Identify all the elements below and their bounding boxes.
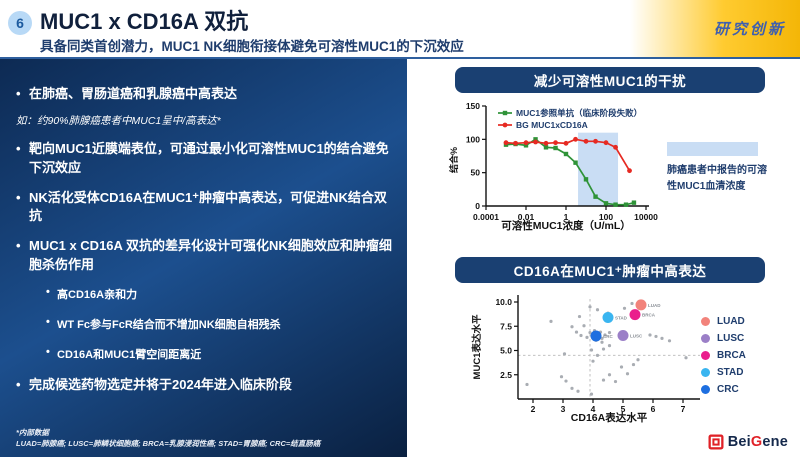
svg-text:BG MUC1xCD16A: BG MUC1xCD16A bbox=[516, 120, 588, 130]
legend-label: CRC bbox=[717, 384, 739, 395]
bullet-note: 如：约90%肺腺癌患者中MUC1呈中/高表达* bbox=[16, 114, 221, 127]
svg-text:50: 50 bbox=[471, 168, 481, 178]
soluble-muc1-line-chart: 0 50 100 150 0.0001 0.01 1 100 10000 MUC1参照单抗（临床阶… bbox=[448, 101, 658, 232]
bullet-item: CD16A和MUC1臂空间距离近 bbox=[46, 346, 395, 362]
legend-item: STAD bbox=[701, 367, 746, 378]
svg-text:0: 0 bbox=[475, 201, 480, 211]
svg-text:0.01: 0.01 bbox=[518, 212, 535, 222]
chart1-title: 减少可溶性MUC1的干扰 bbox=[533, 74, 687, 89]
beigene-wordmark: BeiGene bbox=[727, 434, 788, 450]
beigene-logo: BeiGene bbox=[708, 434, 788, 450]
page-subtitle: 具备同类首创潜力，MUC1 NK细胞衔接体避免可溶性MUC1的下沉效应 bbox=[40, 39, 464, 54]
bullet-item: 完成候选药物选定并将于2024年进入临床阶段 bbox=[16, 376, 395, 395]
shaded-region-note: 肺癌患者中报告的可溶性MUC1血清浓度 bbox=[667, 165, 767, 192]
svg-text:CRC: CRC bbox=[603, 334, 613, 339]
scatter-legend: LUAD LUSC BRCA STAD CRC bbox=[701, 316, 746, 395]
chart2-header-bar: CD16A在MUC1⁺肿瘤中高表达 bbox=[455, 257, 765, 283]
slide-number-badge: 6 bbox=[8, 11, 32, 35]
legend-dot bbox=[701, 351, 710, 360]
cd16a-muc1-scatter-chart: 2.5 5.0 7.5 10.0 2 3 4 5 6 7 LUAD BRCA STAD LUSC CRC MU… bbox=[471, 295, 700, 424]
slide-header: 研究创新 6 MUC1 x CD16A 双抗 具备同类首创潜力，MUC1 NK细… bbox=[0, 0, 800, 59]
svg-text:CD16A表达水平: CD16A表达水平 bbox=[571, 411, 648, 424]
svg-text:BRCA: BRCA bbox=[642, 313, 656, 318]
page-title: MUC1 x CD16A 双抗 bbox=[40, 9, 249, 34]
chart1-header-bar: 减少可溶性MUC1的干扰 bbox=[455, 67, 765, 93]
bullet-item: 在肺癌、胃肠道癌和乳腺癌中高表达 bbox=[16, 85, 395, 104]
svg-text:5: 5 bbox=[621, 404, 626, 414]
gold-banner: 研究创新 bbox=[630, 0, 800, 57]
svg-text:0.0001: 0.0001 bbox=[473, 212, 499, 222]
legend-dot bbox=[701, 334, 710, 343]
chart2-title: CD16A在MUC1⁺肿瘤中高表达 bbox=[513, 264, 707, 279]
svg-text:MUC1参照单抗（临床阶段失败）: MUC1参照单抗（临床阶段失败） bbox=[516, 108, 642, 118]
legend-item: LUAD bbox=[701, 316, 746, 327]
legend-item: BRCA bbox=[701, 350, 746, 361]
footnote-line2: LUAD=肺腺癌; LUSC=肺鳞状细胞癌; BRCA=乳腺浸润性癌; STAD… bbox=[16, 439, 321, 449]
legend-label: BRCA bbox=[717, 350, 746, 361]
svg-text:7.5: 7.5 bbox=[500, 321, 512, 331]
svg-text:1: 1 bbox=[564, 212, 569, 222]
svg-text:100: 100 bbox=[466, 134, 480, 144]
svg-text:7: 7 bbox=[681, 404, 686, 414]
legend-item: CRC bbox=[701, 384, 746, 395]
legend-label: STAD bbox=[717, 367, 744, 378]
shaded-region-swatch bbox=[667, 142, 758, 156]
svg-text:10000: 10000 bbox=[634, 212, 658, 222]
corner-tag: 研究创新 bbox=[713, 20, 786, 38]
svg-text:STAD: STAD bbox=[615, 316, 628, 321]
svg-text:150: 150 bbox=[466, 101, 480, 111]
legend-item: LUSC bbox=[701, 333, 746, 344]
bullet-item: NK活化受体CD16A在MUC1⁺肿瘤中高表达，可促进NK结合双抗 bbox=[16, 189, 395, 227]
svg-text:100: 100 bbox=[599, 212, 613, 222]
footnote: *内部数据 LUAD=肺腺癌; LUSC=肺鳞状细胞癌; BRCA=乳腺浸润性癌… bbox=[16, 427, 320, 450]
svg-text:3: 3 bbox=[561, 404, 566, 414]
svg-text:2.5: 2.5 bbox=[500, 370, 512, 380]
svg-text:LUAD: LUAD bbox=[648, 303, 661, 308]
svg-text:2: 2 bbox=[531, 404, 536, 414]
svg-text:LUSC: LUSC bbox=[630, 333, 643, 338]
svg-text:5.0: 5.0 bbox=[500, 346, 512, 356]
bullet-item: MUC1 x CD16A 双抗的差异化设计可强化NK细胞效应和肿瘤细胞杀伤作用 bbox=[16, 237, 395, 275]
bullet-item: 高CD16A亲和力 bbox=[46, 286, 395, 302]
beigene-icon bbox=[708, 434, 724, 450]
svg-text:10.0: 10.0 bbox=[495, 297, 512, 307]
svg-text:6: 6 bbox=[651, 404, 656, 414]
svg-text:可溶性MUC1浓度（U/mL）: 可溶性MUC1浓度（U/mL） bbox=[501, 219, 631, 232]
legend-dot bbox=[701, 385, 710, 394]
svg-text:MUC1表达水平: MUC1表达水平 bbox=[471, 314, 483, 379]
legend-label: LUSC bbox=[717, 333, 745, 344]
svg-text:4: 4 bbox=[591, 404, 596, 414]
bullet-item: 靶向MUC1近膜端表位，可通过最小化可溶性MUC1的结合避免下沉效应 bbox=[16, 140, 395, 178]
footnote-line1: *内部数据 bbox=[16, 427, 49, 437]
legend-dot bbox=[701, 368, 710, 377]
legend-dot bbox=[701, 317, 710, 326]
svg-text:结合%: 结合% bbox=[448, 147, 459, 173]
bullet-item: WT Fc参与FcR结合而不增加NK细胞自相残杀 bbox=[46, 316, 395, 332]
legend-label: LUAD bbox=[717, 316, 745, 327]
